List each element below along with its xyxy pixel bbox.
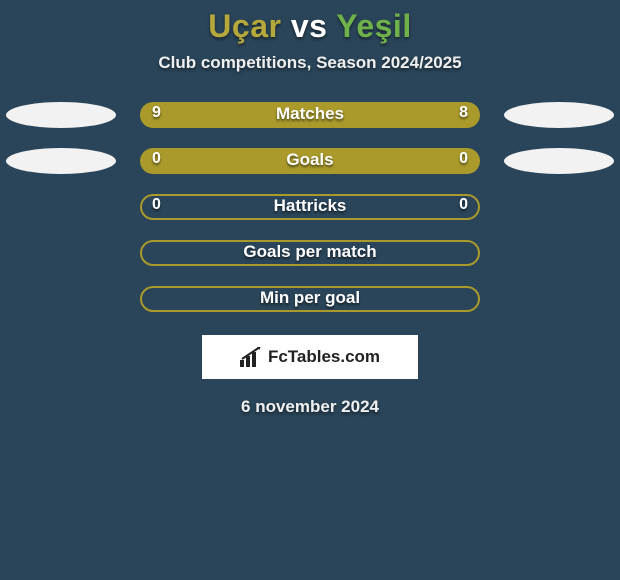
stat-label: Min per goal	[0, 288, 620, 308]
stat-label: Goals per match	[0, 242, 620, 262]
stat-value-right: 0	[459, 150, 468, 168]
branding-text: FcTables.com	[268, 347, 380, 367]
player-silhouette-left	[6, 148, 116, 174]
stat-row: Matches98	[0, 101, 620, 129]
branding-box: FcTables.com	[202, 335, 418, 379]
player-silhouette-left	[6, 102, 116, 128]
player1-name: Uçar	[208, 8, 281, 44]
comparison-title: Uçar vs Yeşil	[0, 8, 620, 45]
stat-row: Goals00	[0, 147, 620, 175]
stat-value-left: 9	[152, 104, 161, 122]
stat-row: Goals per match	[0, 239, 620, 267]
stat-value-right: 8	[459, 104, 468, 122]
fctables-logo-icon	[240, 347, 262, 367]
date-label: 6 november 2024	[0, 397, 620, 417]
stat-row: Min per goal	[0, 285, 620, 313]
player-silhouette-right	[504, 148, 614, 174]
stat-value-left: 0	[152, 150, 161, 168]
subtitle: Club competitions, Season 2024/2025	[0, 53, 620, 73]
player-silhouette-right	[504, 102, 614, 128]
stat-value-left: 0	[152, 196, 161, 214]
stat-value-right: 0	[459, 196, 468, 214]
stat-row: Hattricks0 0	[0, 193, 620, 221]
stats-rows: Matches98Goals00Hattricks00Goals per mat…	[0, 101, 620, 313]
infographic-container: Uçar vs Yeşil Club competitions, Season …	[0, 0, 620, 417]
vs-label: vs	[291, 8, 328, 44]
stat-label: Hattricks	[0, 196, 620, 216]
player2-name: Yeşil	[336, 8, 411, 44]
